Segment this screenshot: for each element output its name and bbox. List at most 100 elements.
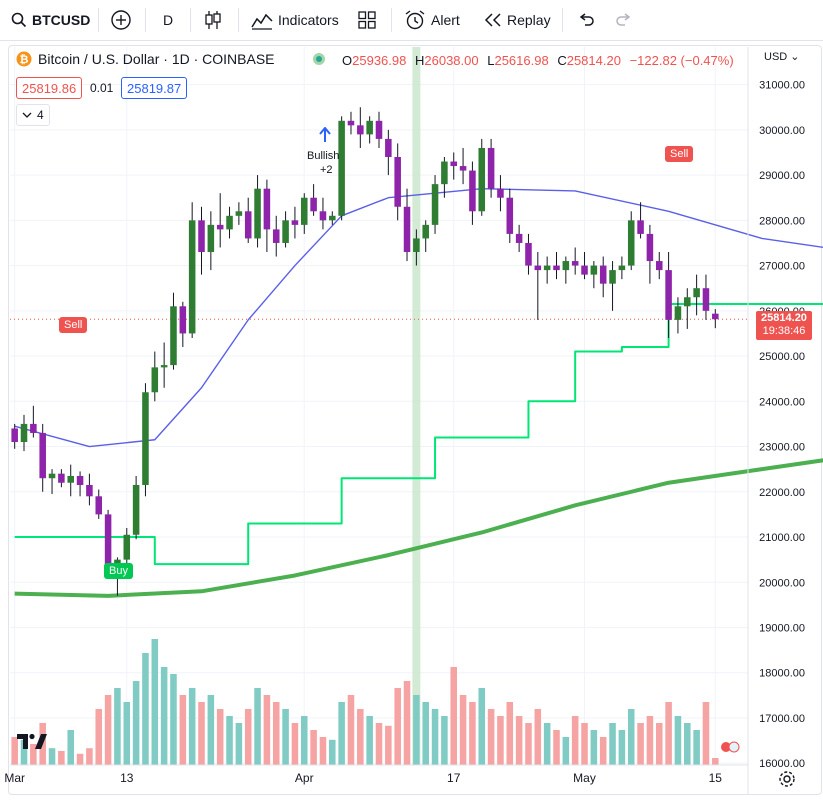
alarm-clock-icon: [405, 10, 425, 30]
arrow-up-icon: [319, 126, 331, 148]
candle-body: [329, 215, 336, 221]
alert-button[interactable]: Alert: [404, 0, 460, 40]
volume-bar: [403, 681, 411, 765]
candle-body: [235, 211, 243, 216]
volume-bar: [702, 702, 710, 765]
volume-bar: [459, 695, 467, 765]
redo-icon: [616, 13, 631, 26]
candle-body: [665, 270, 672, 320]
candle-body: [413, 238, 420, 253]
redo-button[interactable]: [615, 0, 633, 40]
volume-bar: [123, 702, 131, 765]
volume-bar: [160, 667, 168, 765]
price-tick: 20000.00: [759, 577, 805, 589]
candle-body: [319, 211, 327, 221]
search-icon: [11, 12, 27, 28]
candle-body: [403, 206, 411, 253]
candle-body: [142, 392, 149, 485]
templates-button[interactable]: [358, 0, 376, 40]
volume-bar: [553, 730, 560, 765]
candle-body: [581, 265, 588, 275]
volume-bar: [366, 716, 373, 765]
volume-bar: [300, 716, 308, 765]
undo-button[interactable]: [577, 0, 595, 40]
flag-icon: [720, 740, 740, 759]
volume-bar: [534, 709, 542, 765]
volume-bar: [319, 737, 327, 765]
alert-label: Alert: [431, 12, 460, 28]
compare-button[interactable]: [110, 0, 132, 40]
volume-bar: [375, 723, 383, 765]
symbol-search-button[interactable]: BTCUSD: [10, 0, 90, 40]
volume-bar: [151, 639, 159, 765]
volume-bar: [581, 723, 588, 765]
buy-signal-badge: Buy: [104, 563, 133, 579]
price-tick: 27000.00: [759, 261, 805, 273]
chart-type-button[interactable]: [203, 0, 223, 40]
replay-button[interactable]: Replay: [484, 0, 551, 40]
volume-bar: [338, 702, 345, 765]
highlight-band: [412, 47, 421, 765]
volume-bar: [674, 716, 682, 765]
candle-body: [497, 188, 504, 198]
date-tick: Apr: [295, 771, 314, 785]
candle-body: [198, 220, 205, 253]
indicators-label: Indicators: [278, 12, 339, 28]
candle-body: [207, 224, 215, 253]
undo-icon: [579, 13, 594, 26]
price-tick: 29000.00: [759, 170, 805, 182]
candle-body: [244, 211, 252, 239]
last-price-label: 25814.20 19:38:46: [756, 311, 812, 340]
volume-bar: [441, 716, 448, 765]
candle-body: [478, 147, 486, 212]
candle-body: [618, 265, 626, 271]
price-tick: 16000.00: [759, 758, 805, 770]
settings-gear-icon[interactable]: [778, 770, 796, 793]
candle-body: [394, 157, 401, 207]
volume-bar: [235, 723, 243, 765]
ohlc-values: O25936.98 H26038.00 L25616.98 C25814.20 …: [342, 53, 734, 68]
candle-body: [553, 265, 560, 271]
volume-bar: [272, 702, 280, 765]
candle-body: [712, 313, 719, 320]
candle-body: [702, 288, 710, 311]
candle-body: [67, 475, 74, 483]
volume-bar: [179, 695, 187, 765]
candle-body: [562, 261, 570, 271]
top-toolbar: BTCUSD D Indicators Alert Replay: [0, 0, 823, 41]
sell-signal-badge-2: Sell: [665, 146, 694, 162]
indicators-toggle[interactable]: 4: [16, 104, 50, 126]
interval-button[interactable]: D: [163, 0, 173, 40]
volume-bar: [263, 695, 271, 765]
spread-value: 0.01: [90, 81, 114, 95]
buy-price-button[interactable]: 25819.87: [121, 77, 188, 99]
price-tick: 31000.00: [759, 80, 805, 92]
candle-body: [441, 161, 448, 185]
rewind-icon: [484, 13, 501, 27]
candle-body: [674, 306, 682, 320]
candle-body: [216, 224, 224, 230]
volume-bar: [282, 709, 289, 765]
volume-bar: [329, 739, 336, 765]
volume-bar: [487, 709, 495, 765]
currency-dropdown[interactable]: USD ⌄: [764, 51, 800, 63]
candle-body: [95, 496, 103, 515]
volume-bar: [132, 681, 140, 765]
chart-pane[interactable]: [8, 45, 822, 795]
candle-body: [282, 220, 289, 243]
candle-body: [11, 428, 18, 443]
sell-price-button[interactable]: 25819.86: [16, 77, 83, 99]
volume-bar: [590, 730, 598, 765]
volume-bar: [95, 709, 103, 765]
candle-body: [20, 423, 28, 443]
candle-body: [515, 233, 523, 243]
candle-body: [506, 197, 514, 234]
candle-body: [263, 188, 271, 230]
volume-bar: [571, 716, 579, 765]
indicators-button[interactable]: Indicators: [251, 0, 339, 40]
candle-body: [58, 473, 65, 483]
volume-bar: [655, 723, 663, 765]
candle-body: [525, 242, 532, 266]
volume-bar: [254, 688, 261, 765]
